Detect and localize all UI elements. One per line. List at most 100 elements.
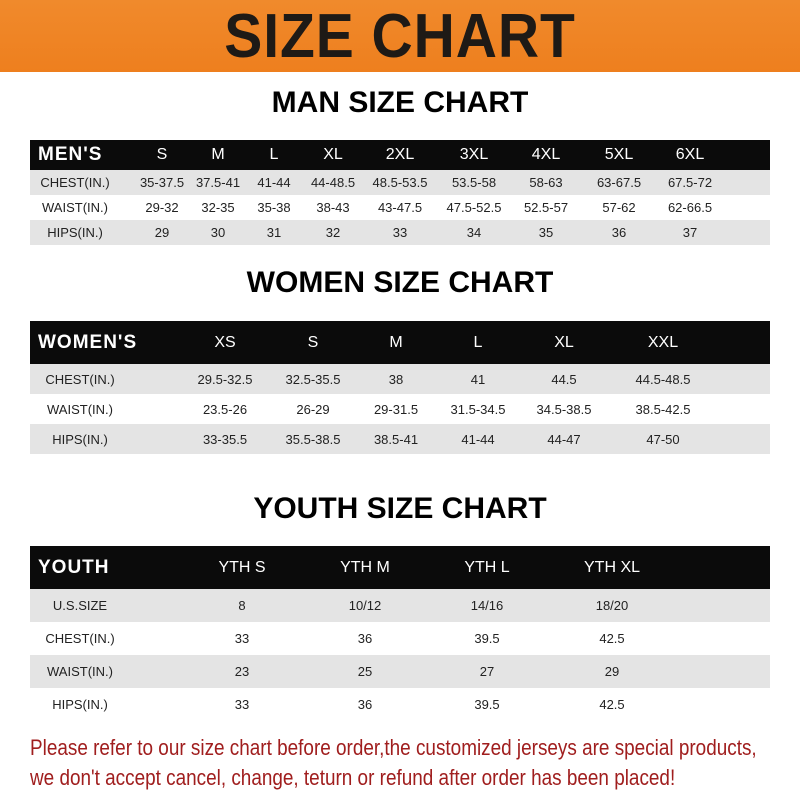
- measure-value-cell: 32-35: [201, 200, 235, 215]
- measure-value-cell: 29: [154, 225, 170, 240]
- measure-value-cell: 38: [388, 371, 404, 387]
- measure-value-cell: 43-47.5: [377, 200, 423, 215]
- men-size-table: MEN'S S M L XL 2XL 3XL 4XL 5XL 6XL CHEST(IN.) 35-37…: [30, 140, 770, 245]
- measure-value-cell: 36: [357, 697, 373, 712]
- measure-value-cell: 58-63: [529, 175, 563, 190]
- table-title-cell: YOUTH: [38, 556, 110, 578]
- measure-value-cell: 41-44: [461, 431, 495, 447]
- table-row: WAIST(IN.) 29-32 32-35 35-38 38-43 43-47.5 47.…: [30, 195, 770, 220]
- measure-value-cell: 38-43: [316, 200, 350, 215]
- measure-value-cell: 44.5-48.5: [635, 371, 691, 387]
- measure-value-cell: 23.5-26: [202, 401, 248, 417]
- size-header-cell: M: [211, 146, 225, 163]
- size-header-cell: XL: [323, 146, 343, 163]
- notice-line-1: Please refer to our size chart before or…: [30, 735, 757, 760]
- table-row: HIPS(IN.) 29 30 31 32 33 34 35 36 37: [30, 220, 770, 245]
- women-header-row: WOMEN'S XS S M L XL XXL: [30, 321, 770, 364]
- table-row: U.S.SIZE 8 10/12 14/16 18/20: [30, 589, 770, 622]
- measure-value-cell: 48.5-53.5: [372, 175, 428, 190]
- measure-value-cell: 30: [210, 225, 226, 240]
- measure-value-cell: 32: [325, 225, 341, 240]
- women-size-table: WOMEN'S XS S M L XL XXL CHEST(IN.) 29.5-32.5 32.5…: [30, 321, 770, 454]
- measure-value-cell: 67.5-72: [667, 175, 713, 190]
- measure-label-cell: CHEST(IN.): [40, 175, 110, 190]
- measure-value-cell: 33: [234, 697, 250, 712]
- size-header-cell: XS: [214, 333, 236, 351]
- measure-value-cell: 25: [357, 664, 373, 679]
- table-row: HIPS(IN.) 33-35.5 35.5-38.5 38.5-41 41-44 44-…: [30, 424, 770, 454]
- measure-value-cell: 39.5: [474, 631, 500, 646]
- size-header-cell: 2XL: [385, 146, 415, 163]
- measure-value-cell: 34: [466, 225, 482, 240]
- measure-value-cell: 29: [604, 664, 620, 679]
- measure-value-cell: 33: [234, 631, 250, 646]
- measure-value-cell: 36: [357, 631, 373, 646]
- measure-value-cell: 47.5-52.5: [446, 200, 502, 215]
- measure-value-cell: 63-67.5: [596, 175, 642, 190]
- size-chart-banner: SIZE CHART: [0, 0, 800, 72]
- measure-label-cell: HIPS(IN.): [47, 225, 103, 240]
- men-header-row: MEN'S S M L XL 2XL 3XL 4XL 5XL 6XL: [30, 140, 770, 170]
- measure-value-cell: 37.5-41: [195, 175, 241, 190]
- measure-label-cell: WAIST(IN.): [42, 200, 108, 215]
- table-title-cell: WOMEN'S: [38, 331, 138, 353]
- table-row: WAIST(IN.) 23.5-26 26-29 29-31.5 31.5-34.5 34…: [30, 394, 770, 424]
- size-header-cell: YTH S: [218, 558, 266, 576]
- table-row: CHEST(IN.) 29.5-32.5 32.5-35.5 38 41 44.5 44.5…: [30, 364, 770, 394]
- measure-value-cell: 41: [470, 371, 486, 387]
- banner-title: SIZE CHART: [224, 1, 576, 71]
- measure-value-cell: 32.5-35.5: [285, 371, 341, 387]
- measure-value-cell: 35.5-38.5: [285, 431, 341, 447]
- table-row: WAIST(IN.) 23 25 27 29: [30, 655, 770, 688]
- size-header-cell: S: [156, 146, 168, 163]
- measure-value-cell: 33-35.5: [202, 431, 248, 447]
- size-header-cell: YTH M: [340, 558, 390, 576]
- measure-value-cell: 33: [392, 225, 408, 240]
- measure-value-cell: 62-66.5: [667, 200, 713, 215]
- table-row: CHEST(IN.) 35-37.5 37.5-41 41-44 44-48.5 48.5…: [30, 170, 770, 195]
- table-title-cell: MEN'S: [38, 144, 103, 165]
- measure-value-cell: 42.5: [599, 697, 625, 712]
- table-row: HIPS(IN.) 33 36 39.5 42.5: [30, 688, 770, 721]
- measure-value-cell: 26-29: [296, 401, 330, 417]
- measure-value-cell: 35-37.5: [139, 175, 185, 190]
- measure-value-cell: 27: [479, 664, 495, 679]
- measure-value-cell: 44-48.5: [310, 175, 356, 190]
- measure-value-cell: 44-47: [547, 431, 581, 447]
- measure-label-cell: HIPS(IN.): [52, 697, 108, 712]
- measure-value-cell: 35-38: [257, 200, 291, 215]
- size-header-cell: 4XL: [531, 146, 561, 163]
- size-header-cell: 3XL: [459, 146, 489, 163]
- measure-value-cell: 38.5-42.5: [635, 401, 691, 417]
- size-header-cell: XL: [554, 333, 574, 351]
- measure-value-cell: 14/16: [470, 598, 504, 613]
- measure-label-cell: HIPS(IN.): [52, 431, 108, 447]
- measure-label-cell: CHEST(IN.): [45, 371, 115, 387]
- measure-value-cell: 10/12: [348, 598, 382, 613]
- measure-value-cell: 39.5: [474, 697, 500, 712]
- measure-value-cell: 52.5-57: [523, 200, 569, 215]
- size-header-cell: L: [473, 333, 483, 351]
- notice-line-2: we don't accept cancel, change, teturn o…: [30, 765, 676, 790]
- men-section-title: MAN SIZE CHART: [271, 86, 529, 119]
- measure-value-cell: 53.5-58: [451, 175, 497, 190]
- measure-value-cell: 29-31.5: [373, 401, 419, 417]
- measure-label-cell: WAIST(IN.): [47, 401, 113, 417]
- size-header-cell: YTH XL: [583, 558, 641, 576]
- youth-size-table: YOUTH YTH S YTH M YTH L YTH XL U.S.SIZE 8 10/12…: [30, 546, 770, 721]
- size-header-cell: XXL: [647, 333, 679, 351]
- measure-value-cell: 57-62: [602, 200, 636, 215]
- measure-value-cell: 42.5: [599, 631, 625, 646]
- measure-value-cell: 29.5-32.5: [197, 371, 253, 387]
- measure-value-cell: 41-44: [257, 175, 291, 190]
- measure-value-cell: 37: [682, 225, 698, 240]
- women-section-title: WOMEN SIZE CHART: [246, 266, 554, 299]
- measure-value-cell: 36: [611, 225, 627, 240]
- measure-label-cell: U.S.SIZE: [52, 598, 108, 613]
- measure-value-cell: 35: [538, 225, 554, 240]
- measure-value-cell: 8: [238, 598, 246, 613]
- measure-value-cell: 38.5-41: [373, 431, 419, 447]
- youth-header-row: YOUTH YTH S YTH M YTH L YTH XL: [30, 546, 770, 589]
- size-header-cell: YTH L: [464, 558, 510, 576]
- size-header-cell: 5XL: [604, 146, 634, 163]
